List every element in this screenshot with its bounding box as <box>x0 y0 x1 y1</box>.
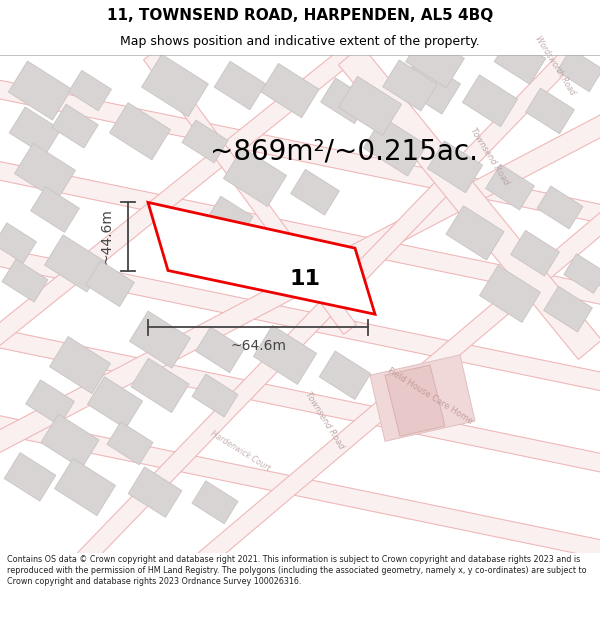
Polygon shape <box>223 148 287 206</box>
Polygon shape <box>0 158 600 308</box>
Polygon shape <box>55 459 115 516</box>
Polygon shape <box>44 235 106 292</box>
Polygon shape <box>319 351 371 399</box>
Polygon shape <box>52 104 98 148</box>
Polygon shape <box>537 186 583 229</box>
Polygon shape <box>182 120 228 163</box>
Polygon shape <box>526 88 574 134</box>
Polygon shape <box>194 201 600 571</box>
Polygon shape <box>9 107 61 156</box>
Text: Townsend Road: Townsend Road <box>304 391 346 451</box>
Polygon shape <box>383 60 437 111</box>
Polygon shape <box>261 63 319 118</box>
Polygon shape <box>50 336 110 394</box>
Polygon shape <box>0 107 600 461</box>
Polygon shape <box>88 377 143 429</box>
Polygon shape <box>406 32 464 88</box>
Text: Hardenwick Court: Hardenwick Court <box>209 429 271 473</box>
Polygon shape <box>463 75 518 127</box>
Polygon shape <box>207 196 253 239</box>
Polygon shape <box>0 244 600 394</box>
Polygon shape <box>564 254 600 293</box>
Polygon shape <box>130 311 190 368</box>
Polygon shape <box>385 365 445 436</box>
Polygon shape <box>400 57 460 114</box>
Polygon shape <box>0 76 600 227</box>
Polygon shape <box>26 380 74 426</box>
Polygon shape <box>338 45 600 359</box>
Polygon shape <box>2 259 48 302</box>
Polygon shape <box>74 38 586 570</box>
Polygon shape <box>320 78 370 124</box>
Text: Contains OS data © Crown copyright and database right 2021. This information is : Contains OS data © Crown copyright and d… <box>7 555 587 586</box>
Text: Field House Care Home: Field House Care Home <box>386 366 474 426</box>
Polygon shape <box>290 169 340 215</box>
Text: ~869m²/~0.215ac.: ~869m²/~0.215ac. <box>210 138 478 166</box>
Polygon shape <box>128 467 182 518</box>
Polygon shape <box>214 61 266 110</box>
Polygon shape <box>107 422 153 465</box>
Polygon shape <box>338 76 401 136</box>
Polygon shape <box>143 50 356 334</box>
Polygon shape <box>110 102 170 160</box>
Polygon shape <box>0 38 365 357</box>
Polygon shape <box>196 327 244 372</box>
Polygon shape <box>0 326 600 476</box>
Text: 11, TOWNSEND ROAD, HARPENDEN, AL5 4BQ: 11, TOWNSEND ROAD, HARPENDEN, AL5 4BQ <box>107 8 493 23</box>
Polygon shape <box>446 206 504 260</box>
Polygon shape <box>479 266 541 322</box>
Polygon shape <box>544 286 592 332</box>
Text: Townsend Road: Townsend Road <box>469 126 511 187</box>
Polygon shape <box>148 202 375 314</box>
Polygon shape <box>485 164 535 210</box>
Text: Wordsworth Road: Wordsworth Road <box>533 34 577 96</box>
Polygon shape <box>8 61 71 120</box>
Polygon shape <box>557 49 600 92</box>
Polygon shape <box>253 326 317 384</box>
Polygon shape <box>41 414 99 469</box>
Polygon shape <box>370 355 475 441</box>
Polygon shape <box>511 231 559 276</box>
Polygon shape <box>14 143 76 201</box>
Polygon shape <box>131 358 189 412</box>
Polygon shape <box>427 141 482 192</box>
Polygon shape <box>68 71 112 111</box>
Polygon shape <box>364 117 427 176</box>
Polygon shape <box>192 374 238 417</box>
Polygon shape <box>86 261 134 307</box>
Polygon shape <box>494 36 546 84</box>
Text: 11: 11 <box>290 269 320 289</box>
Polygon shape <box>4 452 56 501</box>
Text: Map shows position and indicative extent of the property.: Map shows position and indicative extent… <box>120 35 480 48</box>
Polygon shape <box>142 54 208 117</box>
Polygon shape <box>0 223 37 263</box>
Polygon shape <box>0 412 600 562</box>
Text: ~44.6m: ~44.6m <box>99 209 113 264</box>
Polygon shape <box>192 481 238 524</box>
Polygon shape <box>31 187 79 232</box>
Text: ~64.6m: ~64.6m <box>230 339 286 352</box>
